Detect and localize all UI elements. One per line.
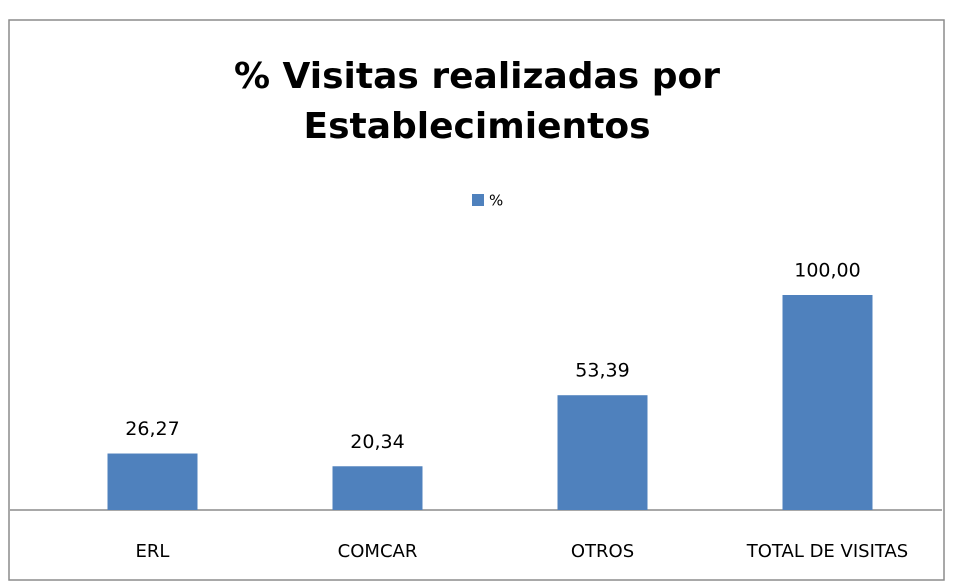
bar [782, 295, 873, 510]
x-tick-label: TOTAL DE VISITAS [746, 541, 908, 562]
data-label: 20,34 [350, 431, 404, 453]
chart-title: % Visitas realizadas por Establecimiento… [233, 56, 721, 147]
data-label: 26,27 [125, 418, 179, 440]
legend-label: % [489, 192, 503, 210]
bar [557, 395, 648, 510]
bar [332, 466, 423, 510]
legend-swatch [472, 194, 484, 206]
x-tick-label: COMCAR [338, 541, 418, 562]
data-label: 53,39 [575, 360, 629, 382]
x-tick-label: ERL [136, 541, 170, 562]
bar [107, 453, 198, 510]
data-label: 100,00 [794, 260, 860, 282]
x-tick-label: OTROS [571, 541, 634, 562]
